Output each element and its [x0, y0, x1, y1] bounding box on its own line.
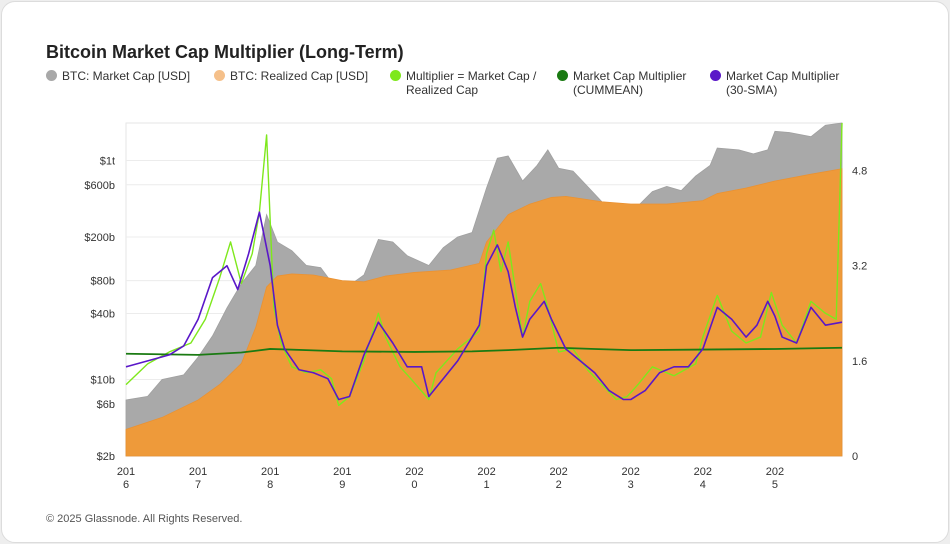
x-axis-tick-label-line2: 3	[628, 479, 634, 491]
legend-multiplier[interactable]: Multiplier = Market Cap / Realized Cap	[390, 69, 546, 97]
x-axis-tick-label: 202	[766, 466, 784, 478]
sma-line	[125, 211, 843, 401]
left-axis-tick-label: $80b	[91, 276, 115, 288]
legend-dot-market-cap	[46, 70, 57, 81]
legend-label-realized-cap: BTC: Realized Cap [USD]	[230, 69, 369, 83]
legend-label-cummean: Market Cap Multiplier (CUMMEAN)	[573, 69, 687, 97]
x-axis-tick-label-line2: 6	[123, 479, 129, 491]
right-axis-tick-label: 1.6	[852, 356, 867, 368]
x-axis-tick-label-line2: 0	[411, 479, 417, 491]
realized-cap-area	[125, 168, 843, 457]
legend-realized-cap[interactable]: BTC: Realized Cap [USD]	[214, 69, 390, 83]
legend-dot-multiplier	[390, 70, 401, 81]
left-axis-tick-label: $200b	[84, 232, 115, 244]
x-axis-tick-label: 202	[694, 466, 712, 478]
copyright-footer: © 2025 Glassnode. All Rights Reserved.	[46, 513, 243, 525]
left-axis-tick-label: $2b	[97, 451, 115, 463]
right-axis-tick-label: 0	[852, 451, 858, 463]
x-axis-tick-label-line2: 9	[339, 479, 345, 491]
legend-dot-cummean	[557, 70, 568, 81]
left-axis-tick-label: $6b	[97, 399, 115, 411]
legend-dot-sma	[710, 70, 721, 81]
legend-cummean[interactable]: Market Cap Multiplier (CUMMEAN)	[557, 69, 703, 97]
x-axis-tick-label: 201	[333, 466, 351, 478]
left-axis-tick-label: $10b	[91, 374, 115, 386]
x-axis-tick-label: 202	[549, 466, 567, 478]
legend-market-cap[interactable]: BTC: Market Cap [USD]	[46, 69, 237, 83]
left-axis-tick-label: $600b	[84, 180, 115, 192]
legend-dot-realized-cap	[214, 70, 225, 81]
x-axis-tick-label: 201	[261, 466, 279, 478]
legend-label-sma: Market Cap Multiplier (30-SMA)	[726, 69, 840, 97]
right-axis-tick-label: 3.2	[852, 261, 867, 273]
x-axis-tick-label-line2: 1	[483, 479, 489, 491]
left-axis-tick-label: $1t	[100, 155, 115, 167]
x-axis-tick-label: 202	[405, 466, 423, 478]
x-axis-tick-label: 202	[477, 466, 495, 478]
x-axis-tick-label-line2: 8	[267, 479, 273, 491]
x-axis-tick-label-line2: 5	[772, 479, 778, 491]
right-axis-tick-label: 4.8	[852, 166, 867, 178]
x-axis-tick-label: 202	[622, 466, 640, 478]
legend-label-market-cap: BTC: Market Cap [USD]	[62, 69, 191, 83]
x-axis-tick-label-line2: 4	[700, 479, 706, 491]
legend-label-multiplier: Multiplier = Market Cap / Realized Cap	[406, 69, 537, 97]
x-axis-tick-label: 201	[189, 466, 207, 478]
chart-title: Bitcoin Market Cap Multiplier (Long-Term…	[46, 42, 404, 62]
x-axis-tick-label: 201	[117, 466, 135, 478]
left-axis-tick-label: $40b	[91, 309, 115, 321]
cummean-line	[125, 346, 843, 356]
x-axis-tick-label-line2: 7	[195, 479, 201, 491]
x-axis-tick-label-line2: 2	[556, 479, 562, 491]
legend-sma[interactable]: Market Cap Multiplier (30-SMA)	[710, 69, 854, 97]
